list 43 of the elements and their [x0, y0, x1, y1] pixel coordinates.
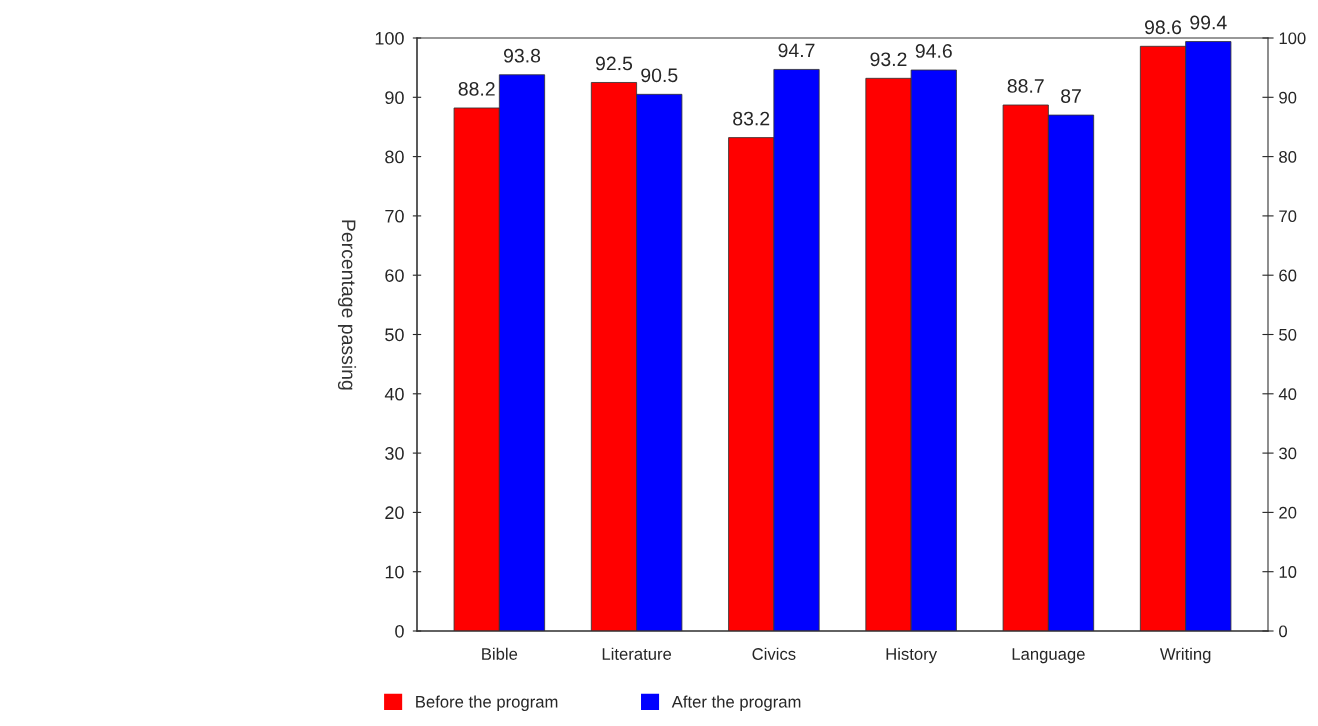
y-tick-label: 60	[385, 269, 404, 282]
y-tick-label: 70	[385, 209, 404, 223]
y-tick-label: 100	[375, 31, 404, 45]
y2-tick-label: 10	[1279, 566, 1297, 578]
y2-tick-label: 30	[1279, 447, 1297, 460]
y-axis-title: Percentage passing	[337, 220, 357, 390]
y2-tick-label: 40	[1278, 388, 1297, 400]
data-label: 88.7	[1007, 79, 1044, 93]
y-tick-label: 0	[395, 624, 404, 638]
data-label: 87	[1061, 89, 1081, 103]
legend-label: After the program	[671, 695, 801, 711]
x-tick-label: Civics	[752, 647, 796, 660]
data-label: 94.6	[915, 44, 952, 58]
y-tick-label: 40	[384, 387, 404, 401]
y2-tick-label: 90	[1279, 91, 1297, 104]
y-tick-label: 90	[385, 91, 404, 105]
y-tick-label: 50	[385, 328, 404, 342]
y2-tick-label: 60	[1279, 269, 1297, 282]
y2-tick-label: 20	[1279, 506, 1297, 519]
y2-tick-label: 100	[1279, 32, 1306, 45]
x-tick-label: History	[886, 647, 938, 664]
data-label: 90.5	[641, 68, 678, 83]
data-label: 98.6	[1144, 20, 1182, 35]
data-label: 93.2	[870, 52, 907, 67]
data-label: 99.4	[1190, 15, 1227, 30]
x-tick-label: Bible	[482, 647, 518, 660]
y-tick-label: 80	[385, 150, 404, 164]
y-tick-label: 30	[385, 447, 404, 460]
data-label: 94.7	[778, 43, 815, 58]
x-tick-label: Literature	[602, 647, 672, 660]
y2-tick-label: 0	[1279, 625, 1288, 638]
data-label: 92.5	[595, 56, 633, 71]
y-tick-label: 10	[385, 565, 404, 579]
x-tick-label: Language	[1012, 648, 1085, 664]
data-label: 93.8	[503, 48, 541, 63]
data-label: 83.2	[733, 111, 770, 126]
x-tick-label: Writing	[1159, 647, 1211, 664]
y2-tick-label: 50	[1279, 328, 1297, 341]
y-tick-label: 20	[385, 506, 404, 520]
legend-label: Before the program	[416, 695, 558, 711]
y2-tick-label: 70	[1279, 210, 1297, 223]
y2-tick-label: 80	[1279, 151, 1297, 163]
data-label: 88.2	[458, 82, 495, 96]
